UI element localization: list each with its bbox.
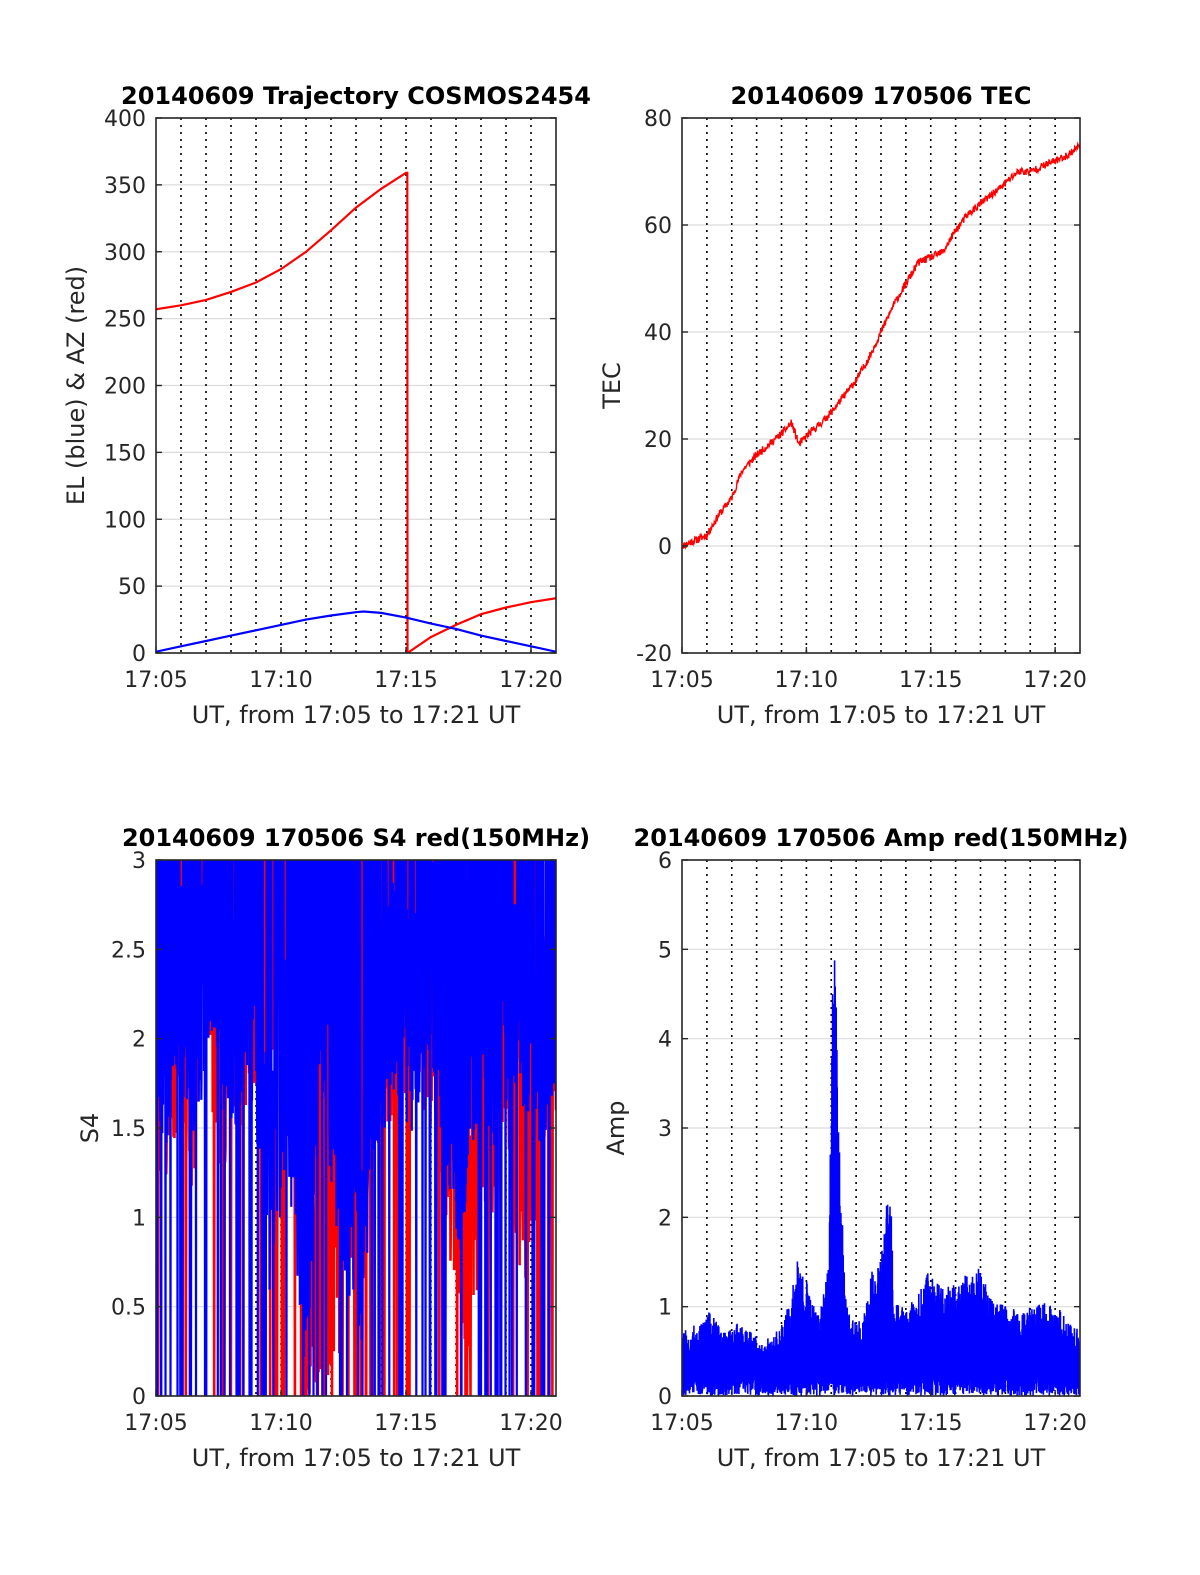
y-tick-label: 5 <box>658 938 672 963</box>
chart-title: 20140609 Trajectory COSMOS2454 <box>121 82 591 110</box>
x-tick-label: 17:15 <box>899 1411 962 1436</box>
y-tick-label: 0 <box>132 642 146 667</box>
x-tick-label: 17:20 <box>1023 668 1086 693</box>
x-tick-label: 17:05 <box>650 668 713 693</box>
y-axis-label: EL (blue) & AZ (red) <box>62 266 90 505</box>
y-tick-label: 3 <box>132 849 146 874</box>
y-tick-label: 1 <box>658 1296 672 1321</box>
y-tick-label: 1 <box>132 1206 146 1231</box>
y-axis-label: TEC <box>598 362 626 410</box>
x-tick-label: 17:05 <box>124 1411 187 1436</box>
panel-s4: 0 0.5 1 1.5 2 2.5 3 17:05 17:10 17:15 17:20 2014060… <box>76 824 590 1472</box>
y-tick-label: 300 <box>104 241 146 266</box>
x-axis-label: UT, from 17:05 to 17:21 UT <box>192 1444 521 1472</box>
x-tick-label: 17:15 <box>374 1411 437 1436</box>
y-tick-label: 250 <box>104 308 146 333</box>
y-tick-label: 3 <box>658 1117 672 1142</box>
y-tick-label: 0 <box>658 535 672 560</box>
y-tick-label: 80 <box>644 107 672 132</box>
y-tick-label: -20 <box>636 642 672 667</box>
y-axis-label: S4 <box>76 1113 104 1144</box>
chart-title: 20140609 170506 Amp red(150MHz) <box>634 824 1129 852</box>
x-axis-label: UT, from 17:05 to 17:21 UT <box>192 701 521 729</box>
y-tick-label: 0 <box>658 1385 672 1410</box>
y-tick-label: 6 <box>658 849 672 874</box>
y-tick-label: 150 <box>104 441 146 466</box>
y-tick-label: 200 <box>104 375 146 400</box>
panel-trajectory: 0 50 100 150 200 250 300 350 400 17:05 17:10 17:15 1… <box>62 82 591 729</box>
panel-tec: -20 0 20 40 60 80 17:05 17:10 17:15 17:20 20140609… <box>598 82 1087 729</box>
x-axis-label: UT, from 17:05 to 17:21 UT <box>717 1444 1046 1472</box>
y-tick-label: 1.5 <box>111 1117 146 1142</box>
chart-title: 20140609 170506 S4 red(150MHz) <box>122 824 590 852</box>
series-line-blue <box>682 960 1080 1396</box>
y-tick-label: 40 <box>644 321 672 346</box>
series-group <box>156 171 556 653</box>
series-group <box>682 141 1080 550</box>
series-line-red <box>682 141 1080 550</box>
x-tick-label: 17:05 <box>650 1411 713 1436</box>
series-line-red <box>156 171 556 653</box>
y-axis-label: Amp <box>602 1100 630 1155</box>
y-tick-label: 400 <box>104 107 146 132</box>
x-tick-label: 17:20 <box>499 1411 562 1436</box>
y-tick-label: 0.5 <box>111 1296 146 1321</box>
series-group <box>682 960 1080 1396</box>
x-tick-label: 17:20 <box>1023 1411 1086 1436</box>
x-tick-label: 17:10 <box>249 1411 312 1436</box>
panel-amp: 0 1 2 3 4 5 6 17:05 17:10 17:15 17:20 20140609 1705… <box>602 824 1128 1472</box>
x-tick-label: 17:20 <box>499 668 562 693</box>
y-tick-label: 20 <box>644 428 672 453</box>
x-tick-label: 17:10 <box>775 1411 838 1436</box>
y-tick-label: 2 <box>658 1206 672 1231</box>
y-tick-label: 50 <box>118 575 146 600</box>
x-tick-label: 17:15 <box>374 668 437 693</box>
series-line-blue <box>156 610 556 653</box>
x-axis-label: UT, from 17:05 to 17:21 UT <box>717 701 1046 729</box>
y-tick-label: 60 <box>644 214 672 239</box>
x-tick-label: 17:10 <box>249 668 312 693</box>
y-tick-label: 100 <box>104 508 146 533</box>
y-tick-label: 2 <box>132 1028 146 1053</box>
x-tick-label: 17:15 <box>899 668 962 693</box>
y-tick-label: 4 <box>658 1028 672 1053</box>
series-line-blue <box>156 860 556 1396</box>
axis-box <box>681 117 1081 654</box>
x-tick-label: 17:05 <box>124 668 187 693</box>
y-tick-label: 350 <box>104 174 146 199</box>
y-tick-label: 2.5 <box>111 938 146 963</box>
y-tick-label: 0 <box>132 1385 146 1410</box>
x-tick-label: 17:10 <box>775 668 838 693</box>
series-group <box>156 860 556 1396</box>
chart-title: 20140609 170506 TEC <box>731 82 1032 110</box>
